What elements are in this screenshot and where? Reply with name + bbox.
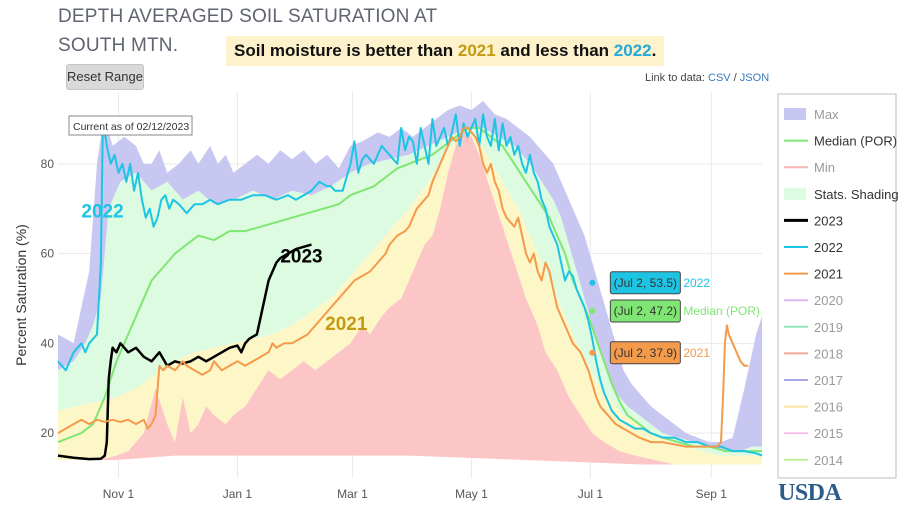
legend-label: 2014 (814, 453, 843, 468)
end-label-value-median: (Jul 2, 47.2) (614, 304, 677, 318)
legend-item-2022[interactable]: 2022 (784, 240, 843, 255)
end-label-name-y2021: 2021 (683, 346, 710, 360)
legend-label: 2019 (814, 320, 843, 335)
csv-link[interactable]: CSV (708, 72, 731, 84)
legend-item-2016[interactable]: 2016 (784, 400, 843, 415)
end-marker-median (589, 308, 596, 315)
series-label-y2023: 2023 (280, 247, 322, 268)
data-links-prefix: Link to data: (645, 72, 708, 84)
end-marker-y2021 (589, 349, 596, 356)
y-axis-label: Percent Saturation (%) (13, 224, 29, 366)
headline-text-1: Soil moisture is better than (234, 41, 458, 60)
legend-item-2015[interactable]: 2015 (784, 426, 843, 441)
series-label-y2022: 2022 (81, 202, 123, 223)
end-label-value-y2022: (Jul 2, 53.5) (614, 276, 677, 290)
y-tick-label-40: 40 (41, 336, 55, 350)
chart-title-line2: SOUTH MTN. (58, 35, 179, 56)
reset-range-button[interactable]: Reset Range (66, 64, 144, 90)
legend-item-2021[interactable]: 2021 (784, 267, 843, 282)
usda-logo: USDA (778, 480, 842, 506)
x-tick-label-nov-1: Nov 1 (103, 487, 135, 501)
legend-label: 2016 (814, 400, 843, 415)
headline-year-2022: 2022 (613, 41, 652, 60)
legend-swatch (784, 108, 806, 120)
headline-banner: Soil moisture is better than 2021 and le… (226, 36, 665, 66)
current-date-box (68, 115, 193, 136)
legend-label: Max (814, 107, 839, 122)
legend-item-2017[interactable]: 2017 (784, 373, 843, 388)
legend: Max Median (POR) Min Stats. Shading 2023 2022… (777, 93, 899, 479)
legend-item-2020[interactable]: 2020 (784, 293, 843, 308)
end-label-name-y2022: 2022 (683, 276, 710, 290)
legend-label: 2023 (814, 213, 843, 228)
data-links-separator: / (730, 72, 740, 84)
end-label-box-median (609, 299, 681, 323)
min-band (58, 127, 762, 465)
mid-band (58, 127, 762, 465)
legend-item-stats-shading[interactable]: Stats. Shading (784, 187, 899, 202)
legend-swatch (784, 187, 806, 200)
x-tick-label-jul-1: Jul 1 (578, 487, 604, 501)
legend-item-min[interactable]: Min (784, 160, 835, 175)
legend-box (777, 93, 897, 479)
legend-label: 2017 (814, 373, 843, 388)
y-tick-label-20: 20 (41, 426, 55, 440)
x-tick-label-sep-1: Sep 1 (696, 487, 728, 501)
legend-label: Stats. Shading (814, 187, 899, 202)
legend-label: 2021 (814, 267, 843, 282)
end-marker-y2022 (589, 279, 596, 286)
series-line-y2021 (57, 126, 749, 448)
legend-item-2014[interactable]: 2014 (784, 453, 843, 468)
data-links: Link to data: CSV / JSON (645, 72, 769, 84)
legend-item-max[interactable]: Max (784, 107, 839, 122)
end-label-name-median: Median (POR) (683, 304, 760, 318)
end-label-box-y2021 (609, 341, 681, 365)
x-tick-label-jan-1: Jan 1 (223, 487, 253, 501)
series-line-y2022 (57, 113, 763, 457)
chart-title: DEPTH AVERAGED SOIL SATURATION AT SOUTH … (58, 2, 437, 60)
legend-label: 2022 (814, 240, 843, 255)
headline-text-3: . (651, 41, 657, 60)
y-tick-label-80: 80 (41, 157, 55, 171)
x-tick-label-mar-1: Mar 1 (337, 487, 368, 501)
current-date-label: Current as of 02/12/2023 (73, 121, 189, 133)
series-line-y2023 (57, 243, 312, 461)
y-tick-label-60: 60 (41, 247, 55, 261)
stats-shading-band (58, 127, 762, 456)
x-tick-label-may-1: May 1 (455, 487, 488, 501)
legend-label: 2015 (814, 426, 843, 441)
legend-label: Min (814, 160, 835, 175)
headline-text-2: and less than (495, 41, 614, 60)
series-label-y2021: 2021 (325, 314, 368, 335)
json-link[interactable]: JSON (739, 72, 770, 84)
legend-item-2023[interactable]: 2023 (784, 213, 843, 228)
legend-item-2018[interactable]: 2018 (784, 346, 843, 361)
chart-title-line1: DEPTH AVERAGED SOIL SATURATION AT (58, 6, 438, 27)
legend-label: Median (POR) (814, 134, 897, 149)
legend-item-2019[interactable]: 2019 (784, 320, 843, 335)
headline-year-2021: 2021 (457, 41, 496, 60)
legend-label: 2020 (814, 293, 843, 308)
end-label-box-y2022 (609, 271, 681, 295)
end-label-value-y2021: (Jul 2, 37.9) (614, 346, 677, 360)
legend-item-median-por-[interactable]: Median (POR) (784, 134, 897, 149)
max-band (58, 101, 762, 452)
legend-label: 2018 (814, 346, 843, 361)
